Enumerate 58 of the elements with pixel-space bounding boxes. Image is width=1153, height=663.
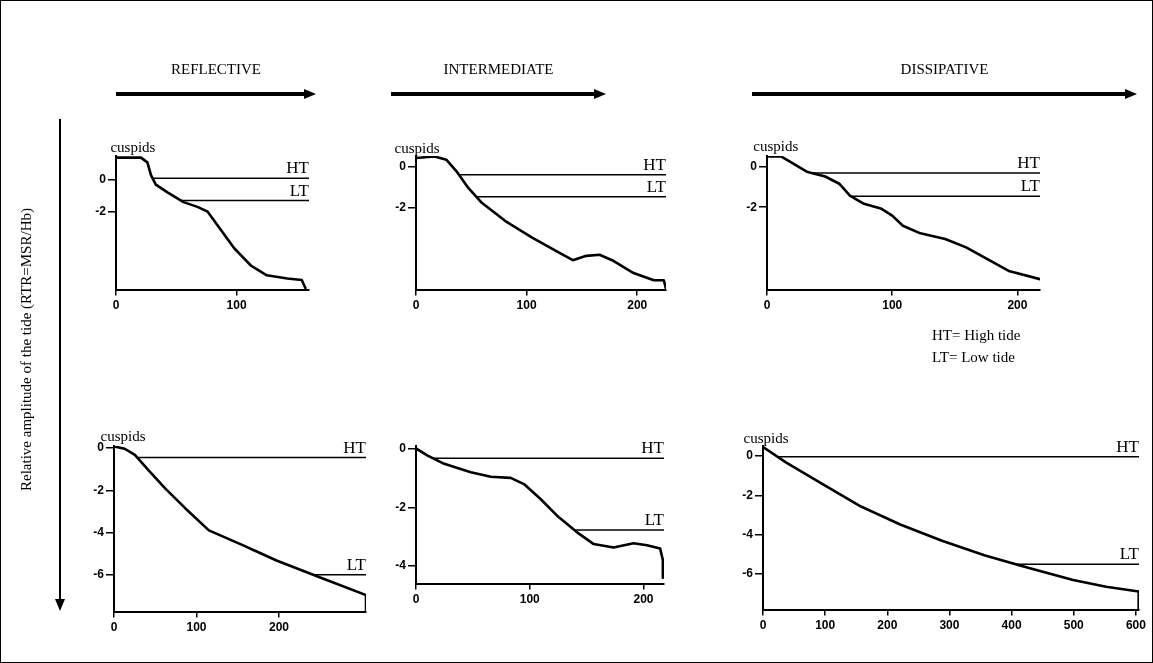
y-tick-label: 0	[399, 158, 407, 173]
y-tick-label: 0	[399, 441, 407, 456]
x-tick-label: 100	[882, 298, 903, 313]
ref-line-label: HT	[1116, 436, 1140, 456]
ref-line-label: LT	[1119, 544, 1140, 564]
x-tick-label: 100	[519, 592, 541, 607]
annotation: cuspids	[753, 137, 799, 154]
chart-title: DISSIPATIVE	[899, 61, 990, 78]
y-tick-label: -6	[93, 567, 105, 581]
y-tick-label: 0	[99, 172, 107, 187]
y-tick-label: -2	[742, 487, 754, 502]
x-tick-label: 100	[226, 298, 247, 313]
ref-line-label: LT	[346, 554, 367, 574]
ref-line-label: HT	[643, 154, 667, 174]
ref-line-label: HT	[1017, 153, 1041, 173]
y-tick-label: -2	[395, 499, 407, 514]
x-tick-label: 0	[412, 592, 420, 607]
ref-line-label: HT	[641, 438, 665, 458]
y-axis-title: Relative amplitude of the tide (RTR=MSR/Hb)	[17, 207, 35, 493]
x-tick-label: 300	[939, 618, 960, 633]
annotation: cuspids	[110, 139, 156, 156]
y-tick-label: -4	[93, 524, 105, 539]
y-tick-label: -6	[742, 566, 754, 581]
y-tick-label: -4	[395, 558, 407, 573]
x-tick-label: 100	[516, 298, 537, 313]
y-tick-label: 0	[750, 159, 758, 174]
x-tick-label: 100	[815, 618, 836, 633]
y-tick-label: -2	[746, 199, 758, 214]
y-tick-label: -2	[95, 203, 107, 218]
x-tick-label: 200	[633, 592, 654, 607]
chart-title: INTERMEDIATE	[442, 61, 555, 78]
x-tick-label: 0	[110, 620, 118, 635]
x-tick-label: 0	[112, 298, 120, 313]
x-tick-label: 500	[1063, 618, 1085, 633]
x-tick-label: 0	[763, 298, 771, 313]
ref-line-label: LT	[644, 509, 665, 529]
x-tick-label: 600	[1125, 618, 1147, 633]
x-tick-label: 200	[1007, 298, 1028, 313]
x-tick-label: 100	[186, 620, 207, 635]
ref-line-label: HT	[286, 158, 310, 178]
ref-line-label: HT	[343, 437, 367, 457]
chart-title: REFLECTIVE	[170, 61, 262, 78]
ref-line-label: LT	[1020, 176, 1041, 196]
x-tick-label: 400	[1001, 618, 1022, 633]
ref-line-label: LT	[289, 180, 310, 200]
y-tick-label: -2	[93, 482, 105, 497]
x-tick-label: 200	[877, 618, 898, 633]
text: HT= High tide	[932, 326, 1021, 345]
y-tick-label: 0	[746, 448, 754, 463]
y-tick-label: -4	[742, 527, 754, 542]
text: LT= Low tide	[932, 348, 1016, 367]
annotation: cuspids	[394, 139, 440, 156]
x-tick-label: 200	[627, 298, 648, 313]
x-tick-label: 0	[412, 298, 420, 313]
y-tick-label: -2	[395, 200, 407, 215]
annotation: cuspids	[743, 430, 789, 447]
x-tick-label: 200	[268, 620, 290, 635]
ref-line-label: LT	[646, 176, 667, 196]
